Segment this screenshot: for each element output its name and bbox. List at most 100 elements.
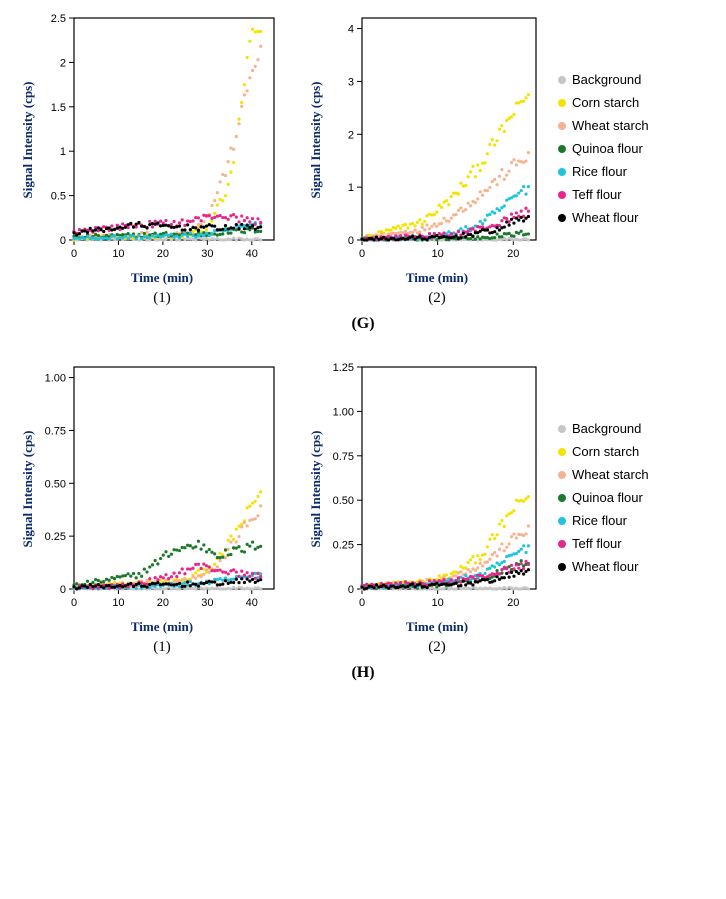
legend-label: Corn starch xyxy=(572,444,639,459)
legend-label: Teff flour xyxy=(572,187,622,202)
svg-text:3: 3 xyxy=(348,76,354,88)
svg-text:0.25: 0.25 xyxy=(45,531,66,543)
svg-text:0.50: 0.50 xyxy=(333,495,354,507)
chart-H1: 0 10 20 30 40 0 0.25 0.50 0.75 1.00 xyxy=(36,361,280,617)
legend-marker-icon xyxy=(558,448,566,456)
svg-text:10: 10 xyxy=(112,248,124,260)
svg-text:10: 10 xyxy=(432,597,444,609)
legend-marker-icon xyxy=(558,517,566,525)
svg-text:20: 20 xyxy=(507,248,519,260)
legend-marker-icon xyxy=(558,425,566,433)
legend-marker-icon xyxy=(558,168,566,176)
legend-H: Background Corn starch Wheat starch Quinoa … xyxy=(550,361,649,574)
svg-text:1: 1 xyxy=(60,146,66,158)
svg-text:0: 0 xyxy=(359,248,365,260)
legend-item: Rice flour xyxy=(558,164,649,179)
svg-text:0: 0 xyxy=(71,248,77,260)
svg-text:0.50: 0.50 xyxy=(45,478,66,490)
legend-item: Teff flour xyxy=(558,187,649,202)
legend-item: Corn starch xyxy=(558,95,649,110)
legend-label: Rice flour xyxy=(572,513,627,528)
ylabel-G1: Signal Intensity (cps) xyxy=(20,81,36,198)
svg-text:2: 2 xyxy=(348,129,354,141)
legend-label: Wheat flour xyxy=(572,210,638,225)
legend-marker-icon xyxy=(558,122,566,130)
svg-text:1: 1 xyxy=(348,182,354,194)
legend-item: Wheat flour xyxy=(558,210,649,225)
svg-text:1.00: 1.00 xyxy=(45,373,66,385)
legend-label: Corn starch xyxy=(572,95,639,110)
legend-marker-icon xyxy=(558,76,566,84)
svg-text:10: 10 xyxy=(432,248,444,260)
svg-text:10: 10 xyxy=(112,597,124,609)
legend-G: Background Corn starch Wheat starch Quinoa … xyxy=(550,12,649,225)
chart-G1: 01020304000.511.522.5 xyxy=(36,12,280,268)
legend-marker-icon xyxy=(558,540,566,548)
svg-text:0: 0 xyxy=(359,597,365,609)
legend-item: Background xyxy=(558,421,649,436)
svg-text:1.5: 1.5 xyxy=(51,102,66,114)
legend-marker-icon xyxy=(558,563,566,571)
legend-label: Background xyxy=(572,421,641,436)
svg-text:20: 20 xyxy=(157,248,169,260)
svg-text:1.00: 1.00 xyxy=(333,406,354,418)
panel-row-h: Signal Intensity (cps) 0 10 20 30 40 0 0.25 0.5… xyxy=(0,357,726,656)
legend-label: Wheat starch xyxy=(572,118,649,133)
ylabel-G2: Signal Intensity (cps) xyxy=(308,81,324,198)
xlabel-G1: Time (min) xyxy=(36,270,288,286)
xlabel-G2: Time (min) xyxy=(324,270,550,286)
group-label-H: (H) xyxy=(0,664,726,682)
legend-item: Wheat starch xyxy=(558,118,649,133)
legend-marker-icon xyxy=(558,99,566,107)
legend-marker-icon xyxy=(558,471,566,479)
svg-text:30: 30 xyxy=(201,597,213,609)
legend-item: Teff flour xyxy=(558,536,649,551)
legend-item: Wheat starch xyxy=(558,467,649,482)
panel-row-g: Signal Intensity (cps) 01020304000.511.5… xyxy=(0,8,726,307)
group-label-G: (G) xyxy=(0,315,726,333)
legend-label: Quinoa flour xyxy=(572,490,643,505)
svg-text:40: 40 xyxy=(246,248,258,260)
legend-label: Rice flour xyxy=(572,164,627,179)
sublabel-H2: (2) xyxy=(324,639,550,656)
svg-text:0: 0 xyxy=(60,235,66,247)
svg-text:0: 0 xyxy=(71,597,77,609)
legend-marker-icon xyxy=(558,214,566,222)
panel-G1-wrap: Signal Intensity (cps) 0 10 20 30 40 0 0.5 1 1.5… xyxy=(0,12,288,307)
svg-text:20: 20 xyxy=(157,597,169,609)
ylabel-H2: Signal Intensity (cps) xyxy=(308,430,324,547)
svg-text:40: 40 xyxy=(246,597,258,609)
svg-text:0: 0 xyxy=(348,235,354,247)
legend-label: Wheat starch xyxy=(572,467,649,482)
legend-marker-icon xyxy=(558,494,566,502)
legend-item: Corn starch xyxy=(558,444,649,459)
svg-text:2.5: 2.5 xyxy=(51,13,66,25)
sublabel-H1: (1) xyxy=(36,639,288,656)
legend-item: Wheat flour xyxy=(558,559,649,574)
panel-G2-wrap: Signal Intensity (cps) 0 10 20 0 1 2 3 4 Time (… xyxy=(288,12,550,307)
sublabel-G1: (1) xyxy=(36,290,288,307)
svg-text:30: 30 xyxy=(201,248,213,260)
chart-G2: 0 10 20 0 1 2 3 4 xyxy=(324,12,542,268)
svg-text:0: 0 xyxy=(348,584,354,596)
legend-label: Background xyxy=(572,72,641,87)
sublabel-G2: (2) xyxy=(324,290,550,307)
svg-text:0.75: 0.75 xyxy=(45,425,66,437)
svg-text:4: 4 xyxy=(348,24,354,36)
legend-label: Teff flour xyxy=(572,536,622,551)
xlabel-H2: Time (min) xyxy=(324,619,550,635)
svg-text:0.75: 0.75 xyxy=(333,451,354,463)
svg-text:1.25: 1.25 xyxy=(333,362,354,374)
legend-item: Quinoa flour xyxy=(558,490,649,505)
legend-marker-icon xyxy=(558,191,566,199)
svg-text:0.5: 0.5 xyxy=(51,191,66,203)
xlabel-H1: Time (min) xyxy=(36,619,288,635)
legend-item: Background xyxy=(558,72,649,87)
legend-label: Wheat flour xyxy=(572,559,638,574)
chart-H2: 0 10 20 0 0.25 0.50 0.75 1.00 1.25 xyxy=(324,361,542,617)
legend-label: Quinoa flour xyxy=(572,141,643,156)
svg-text:0: 0 xyxy=(60,584,66,596)
svg-text:0.25: 0.25 xyxy=(333,540,354,552)
svg-text:20: 20 xyxy=(507,597,519,609)
figure-container: Signal Intensity (cps) 01020304000.511.5… xyxy=(0,0,726,682)
